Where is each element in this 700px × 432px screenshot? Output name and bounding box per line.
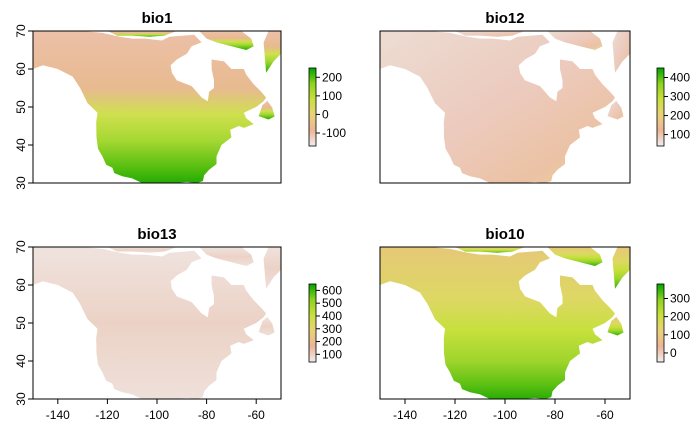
y-tick-label: 40 <box>14 354 28 368</box>
panel-bio1: bio1 30 40 50 60 70 -100 0 100 200 <box>14 10 346 190</box>
panel-bio12: bio12 100 200 300 400 <box>379 10 690 184</box>
legend-tick-label: 200 <box>322 335 342 349</box>
x-tick-label: -60 <box>596 408 614 422</box>
legend-tick-label: 300 <box>322 322 342 336</box>
legend-tick-label: 200 <box>670 109 690 123</box>
x-tick-label: -60 <box>248 408 266 422</box>
island-0 <box>455 247 525 253</box>
panel-bio10: bio10 -140 -120 -100 -80 -60 0 100 200 300 <box>379 226 690 422</box>
x-tick-label: -80 <box>546 408 564 422</box>
y-tick-label: 50 <box>14 100 28 114</box>
y-tick-label: 70 <box>14 240 28 254</box>
x-tick-label: -140 <box>46 408 70 422</box>
panel-title: bio10 <box>485 226 524 243</box>
island-0 <box>107 31 177 37</box>
panel-title: bio12 <box>485 10 524 27</box>
island-3 <box>258 316 275 336</box>
legend-tick-label: 100 <box>670 328 690 342</box>
legend-tick-label: 100 <box>670 128 690 142</box>
panel-title: bio1 <box>142 10 173 27</box>
legend-colorbar <box>308 283 317 363</box>
legend-tick-label: 0 <box>670 346 677 360</box>
x-tick-label: -140 <box>393 408 417 422</box>
island-1 <box>547 247 603 266</box>
legend-tick-label: 100 <box>322 89 342 103</box>
x-tick-label: -100 <box>493 408 517 422</box>
land-mass <box>380 31 615 183</box>
y-tick-label: 60 <box>14 278 28 292</box>
land-mass <box>33 31 267 183</box>
y-tick-label: 30 <box>14 392 28 406</box>
land-mass <box>380 247 615 399</box>
y-tick-label: 40 <box>14 138 28 152</box>
legend-colorbar <box>308 67 317 147</box>
legend-tick-label: -100 <box>322 126 346 140</box>
y-tick-label: 50 <box>14 316 28 330</box>
y-tick-label: 60 <box>14 62 28 76</box>
island-3 <box>258 100 275 120</box>
legend-tick-label: 300 <box>670 292 690 306</box>
island-2 <box>612 247 630 289</box>
panel-bio13: bio13 30 40 50 60 70 -140 -120 -100 -80 -60 1002003… <box>14 226 342 422</box>
panel-title: bio13 <box>137 226 176 243</box>
map-raster <box>33 31 281 183</box>
island-1 <box>199 31 254 50</box>
legend-tick-label: 200 <box>670 310 690 324</box>
x-tick-label: -120 <box>443 408 467 422</box>
island-2 <box>263 31 281 73</box>
legend-tick-label: 600 <box>322 283 342 297</box>
legend-colorbar <box>656 283 665 363</box>
legend-tick-label: 400 <box>322 309 342 323</box>
map-raster <box>33 247 281 399</box>
legend-tick-label: 200 <box>322 70 342 84</box>
island-1 <box>199 247 254 266</box>
y-tick-label: 70 <box>14 24 28 38</box>
legend-tick-label: 400 <box>670 71 690 85</box>
island-2 <box>612 31 630 73</box>
map-raster <box>380 247 630 399</box>
y-tick-label: 30 <box>14 176 28 190</box>
island-3 <box>607 100 624 120</box>
map-raster <box>380 31 630 183</box>
island-2 <box>263 247 281 289</box>
legend-tick-label: 300 <box>670 90 690 104</box>
island-0 <box>107 247 177 253</box>
legend-colorbar <box>656 67 665 147</box>
island-0 <box>455 31 525 37</box>
island-3 <box>607 316 624 336</box>
x-tick-label: -80 <box>198 408 216 422</box>
island-1 <box>547 31 603 50</box>
x-tick-label: -120 <box>95 408 119 422</box>
legend-tick-label: 500 <box>322 296 342 310</box>
land-mass <box>33 247 267 399</box>
legend-tick-label: 0 <box>322 107 329 121</box>
plot-frame <box>379 30 631 184</box>
legend-tick-label: 100 <box>322 347 342 361</box>
x-tick-label: -100 <box>145 408 169 422</box>
